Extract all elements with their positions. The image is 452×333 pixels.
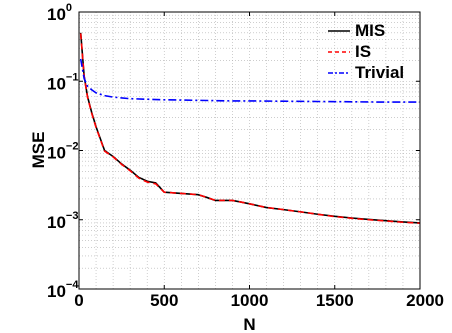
y-tick-label: 10−3 [47, 210, 78, 232]
y-tick-label-exponent: −4 [66, 279, 79, 291]
x-tick-label: 0 [74, 291, 83, 310]
legend-label-is: IS [355, 42, 371, 61]
y-tick-label-base: 10 [47, 5, 66, 24]
x-tick-label: 2000 [406, 291, 444, 310]
y-axis-label: MSE [29, 132, 48, 169]
series-layer [79, 32, 421, 225]
x-tick-label: 1500 [316, 291, 354, 310]
grid [79, 12, 420, 289]
series-line-mis [79, 32, 421, 224]
y-tick-label: 10−4 [47, 279, 79, 301]
y-tick-label: 100 [47, 2, 72, 24]
y-tick-label: 10−1 [47, 71, 78, 93]
y-tick-label-exponent: −3 [66, 210, 79, 222]
legend-label-mis: MIS [355, 21, 385, 40]
y-tick-label-exponent: −1 [66, 71, 79, 83]
legend: MIS IS Trivial [328, 21, 404, 82]
y-tick-label-base: 10 [47, 144, 66, 163]
legend-label-trivial: Trivial [355, 63, 404, 82]
series-line-trivial [79, 58, 420, 103]
y-tick-label-base: 10 [47, 74, 66, 93]
y-tick-label-exponent: 0 [66, 2, 72, 14]
y-tick-label-exponent: −2 [66, 141, 79, 153]
x-axis-label: N [243, 315, 255, 333]
y-tick-label: 10−2 [47, 141, 78, 163]
y-tick-label-base: 10 [47, 213, 66, 232]
x-tick-label: 500 [150, 291, 178, 310]
ticks [78, 11, 421, 290]
y-tick-label-base: 10 [47, 282, 66, 301]
x-tick-label: 1000 [231, 291, 269, 310]
series-line-is [79, 33, 421, 225]
